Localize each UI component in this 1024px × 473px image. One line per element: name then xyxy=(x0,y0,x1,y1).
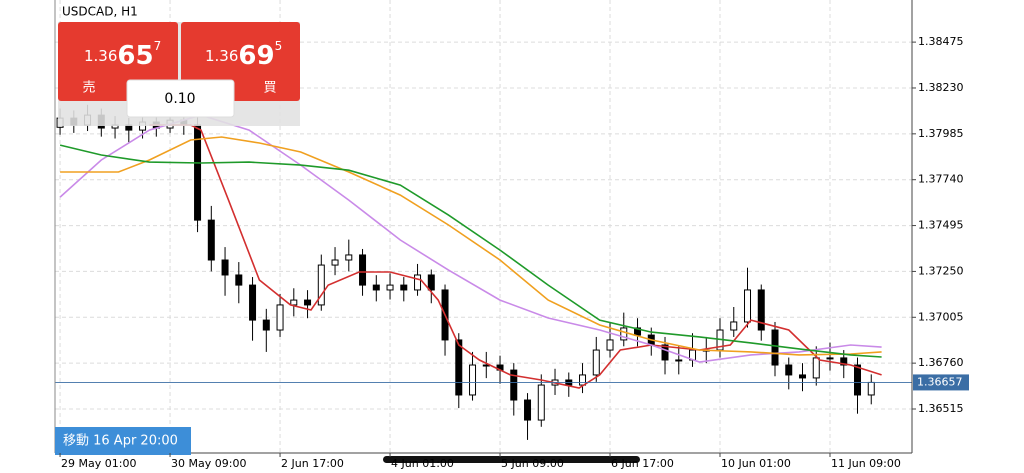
candle-body xyxy=(634,327,642,336)
navigate-button[interactable] xyxy=(55,427,191,455)
candle-body xyxy=(207,219,215,261)
moving-average-line xyxy=(149,124,882,389)
current-price-label: 1.36657 xyxy=(917,375,963,388)
x-tick-label: 6 Jun 17:00 xyxy=(611,457,674,470)
x-tick-label: 29 May 01:00 xyxy=(61,457,136,470)
candle-body xyxy=(661,344,669,361)
candle-body xyxy=(799,374,807,379)
candle-body xyxy=(510,369,518,401)
candle-body xyxy=(372,284,380,291)
sell-label: 売 xyxy=(82,80,95,96)
y-tick-label: 1.36760 xyxy=(918,356,964,369)
candle-body xyxy=(840,357,848,366)
candle-body xyxy=(785,364,793,376)
y-tick-label: 1.37985 xyxy=(918,127,964,140)
current-price-box xyxy=(913,374,969,391)
x-tick-label: 5 Jun 09:00 xyxy=(501,457,564,470)
price-fraction: 7 xyxy=(154,39,162,53)
candle-body xyxy=(854,364,862,396)
candle-body xyxy=(826,357,834,360)
x-tick-label: 11 Jun 09:00 xyxy=(831,457,901,470)
x-tick-label: 10 Jun 01:00 xyxy=(721,457,791,470)
x-tick-label: 4 Jun 01:00 xyxy=(391,457,454,470)
y-tick-label: 1.38475 xyxy=(918,35,964,48)
candle-body xyxy=(317,264,325,306)
plot-area xyxy=(55,0,912,453)
price-prefix: 1.36 xyxy=(205,47,238,65)
y-tick-label: 1.37005 xyxy=(918,310,964,323)
candle-body xyxy=(345,254,353,261)
candle-body xyxy=(469,364,477,396)
candle-body xyxy=(262,319,270,331)
candle-body xyxy=(455,339,463,396)
candle-body xyxy=(359,254,367,286)
candle-body xyxy=(304,299,312,306)
candle-body xyxy=(620,327,628,341)
price-pips: 65 xyxy=(117,41,153,71)
lot-value: 0.10 xyxy=(164,91,195,107)
candle-body xyxy=(331,259,339,266)
candle-body xyxy=(427,274,435,291)
candle-body xyxy=(537,384,545,421)
navigate-label: 移動 16 Apr 20:00 xyxy=(63,434,178,449)
candle-body xyxy=(675,359,683,362)
buy-label: 買 xyxy=(263,81,276,96)
candle-body xyxy=(290,299,298,306)
candle-body xyxy=(606,339,614,351)
candle-body xyxy=(744,289,752,323)
y-tick-label: 1.38230 xyxy=(918,81,964,94)
candle-body xyxy=(771,329,779,366)
y-tick-label: 1.37740 xyxy=(918,173,964,186)
candle-body xyxy=(400,284,408,291)
candle-body xyxy=(757,289,765,331)
sell-price: 1.36657 xyxy=(84,39,161,71)
lot-input[interactable] xyxy=(126,79,235,118)
buy-price: 1.36695 xyxy=(205,39,282,71)
moving-average-line xyxy=(60,136,882,356)
y-tick-label: 1.36515 xyxy=(918,402,964,415)
x-tick-label: 2 Jun 17:00 xyxy=(281,457,344,470)
candle-body xyxy=(276,304,284,331)
candle-body xyxy=(592,349,600,376)
candle-body xyxy=(386,284,394,291)
price-pips: 69 xyxy=(238,41,274,71)
x-tick-label: 30 May 09:00 xyxy=(171,457,246,470)
y-tick-label: 1.37250 xyxy=(918,264,964,277)
scroll-indicator[interactable] xyxy=(383,456,640,463)
price-fraction: 5 xyxy=(275,39,283,53)
chart-title: USDCAD, H1 xyxy=(62,5,138,19)
candle-body xyxy=(812,357,820,379)
candle-body xyxy=(414,274,422,291)
candle-body xyxy=(730,321,738,331)
trade-panel: 1.36657 1.36695 売 買 0.10 xyxy=(58,22,300,126)
y-tick-label: 1.37495 xyxy=(918,219,964,232)
candle-body xyxy=(221,259,229,276)
price-prefix: 1.36 xyxy=(84,47,117,65)
candle-body xyxy=(249,284,257,321)
candle-body xyxy=(867,381,875,396)
candle-body xyxy=(235,274,243,286)
candle-body xyxy=(579,374,587,386)
candle-body xyxy=(524,399,532,421)
moving-average-line xyxy=(59,144,882,358)
